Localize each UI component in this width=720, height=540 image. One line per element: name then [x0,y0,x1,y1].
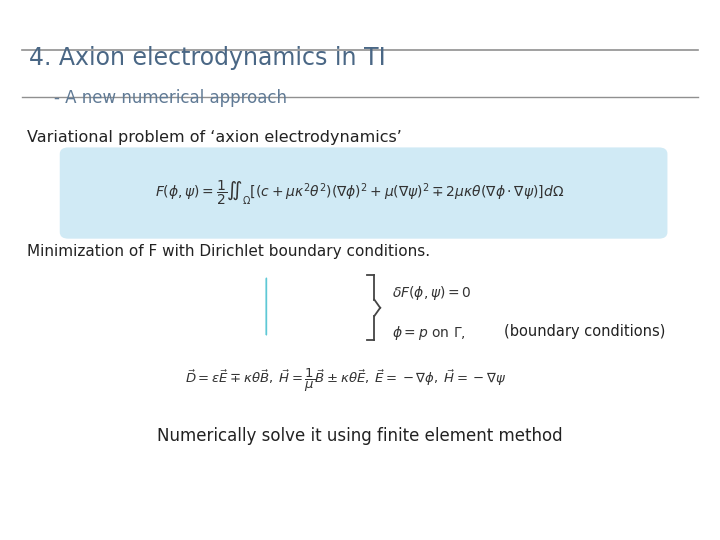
Text: Minimization of F with Dirichlet boundary conditions.: Minimization of F with Dirichlet boundar… [27,244,431,259]
Text: (boundary conditions): (boundary conditions) [504,324,665,339]
Text: Variational problem of ‘axion electrodynamics’: Variational problem of ‘axion electrodyn… [27,130,402,145]
Text: $\vec{D} = \epsilon\vec{E} \mp \kappa\theta\vec{B},\;\vec{H} = \dfrac{1}{\mu}\ve: $\vec{D} = \epsilon\vec{E} \mp \kappa\th… [185,367,506,394]
Text: $\delta F(\phi,\psi) = 0$: $\delta F(\phi,\psi) = 0$ [392,284,472,301]
Text: Numerically solve it using finite element method: Numerically solve it using finite elemen… [157,427,563,444]
FancyBboxPatch shape [60,147,667,239]
Text: $\phi = p$ on $\Gamma$,: $\phi = p$ on $\Gamma$, [392,324,467,342]
Text: - A new numerical approach: - A new numerical approach [54,89,287,107]
Text: $F(\phi,\psi) = \dfrac{1}{2}\iint_{\Omega}\left[(c+\mu\kappa^2\theta^2)(\nabla\p: $F(\phi,\psi) = \dfrac{1}{2}\iint_{\Omeg… [156,178,564,207]
Text: 4. Axion electrodynamics in TI: 4. Axion electrodynamics in TI [29,46,385,70]
